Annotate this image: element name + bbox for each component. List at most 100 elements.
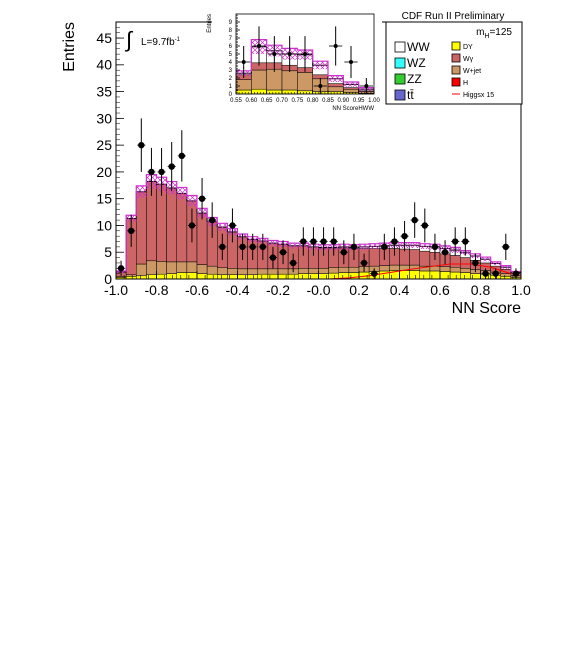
stack-bar-dy [287, 273, 299, 280]
stack-bar-dy [470, 273, 481, 280]
stack-bar-dy [176, 272, 188, 280]
y-tick-label: 9 [229, 20, 233, 26]
data-point [138, 141, 145, 149]
y-tick-label: 7 [229, 36, 233, 42]
stack-bar-dy [439, 271, 451, 280]
uncertainty-band-bin [343, 82, 359, 87]
inset-axis-ticks [235, 13, 375, 95]
uncertainty-band-bin [312, 61, 328, 70]
main-plot: -1.0 -0.8 -0.6 -0.4 -0.2 -0.0 0.2 0.4 0.6 0.8 1.0 … [61, 21, 531, 317]
data-point [300, 238, 307, 245]
data-point [364, 84, 369, 88]
x-tick-label: 1.00 [368, 98, 380, 104]
uncertainty-band-bin [490, 261, 501, 266]
y-tick-label: 2 [229, 76, 233, 82]
data-point [272, 52, 277, 56]
mass-label: mH=125 [476, 27, 512, 40]
stack-bar-w-jet [318, 268, 329, 274]
y-tick-label: 6 [229, 44, 233, 50]
y-axis-title: Entries [61, 22, 78, 72]
data-point [219, 243, 226, 251]
data-point [287, 52, 292, 56]
data-point [249, 243, 256, 251]
legend-label: WZ [407, 56, 426, 70]
data-point [198, 195, 206, 202]
stack-bar-w-jet [338, 266, 350, 273]
x-tick-label: 0.95 [353, 98, 365, 104]
stack-bar-dy [460, 272, 471, 280]
stack-bar-dy [399, 270, 410, 280]
legend-label: ZZ [407, 72, 422, 86]
stack-bar-dy [308, 273, 319, 280]
y-tick-label: 30 [96, 110, 112, 126]
integral-sign: ∫ [124, 27, 134, 52]
data-point [333, 44, 338, 48]
data-point [421, 222, 429, 229]
data-point [241, 60, 246, 64]
stack-bar-dy [409, 270, 420, 280]
stack-bar-dy [297, 90, 313, 95]
inset-stack-bars [235, 46, 375, 95]
stack-bar-wgamma [176, 193, 188, 263]
data-point [330, 238, 337, 245]
stack-bar-wgamma [166, 187, 177, 263]
y-tick-label: 5 [229, 52, 233, 58]
stack-bar-dy [298, 273, 309, 280]
x-tick-label: 0.80 [307, 98, 319, 104]
stack-bar-dy [227, 274, 238, 280]
data-point [148, 168, 155, 176]
stack-bar-w-jet [235, 79, 252, 91]
stack-bar-dy [247, 274, 258, 280]
stack-bar-w-jet [439, 266, 451, 272]
x-tick-label: 1.0 [511, 282, 531, 298]
legend-label: WW [407, 40, 430, 54]
stack-bar-w-jet [186, 261, 198, 273]
main-x-tick-labels: -1.0 -0.8 -0.6 -0.4 -0.2 -0.0 0.2 0.4 0.6 0.8 1.0 [104, 282, 531, 298]
legend-swatch-right-3 [451, 65, 461, 75]
stack-bar-dy [318, 273, 329, 280]
stack-bar-w-jet [308, 268, 319, 274]
uncertainty-band-bin [369, 243, 380, 250]
main-data-points [117, 118, 520, 279]
stack-bar-w-jet [217, 267, 228, 275]
stack-bar-w-jet [227, 268, 238, 275]
y-tick-label: 0 [104, 271, 112, 287]
stack-bar-w-jet [449, 266, 461, 273]
y-tick-label: 1 [229, 84, 233, 90]
data-point [229, 222, 236, 229]
y-tick-label: 35 [96, 84, 112, 100]
legend-left-column: WW WZ ZZ tt̄ [394, 40, 430, 102]
stack-bar-w-jet [166, 261, 177, 274]
stack-bar-w-jet [281, 70, 298, 91]
data-point [370, 270, 378, 277]
lumi-label: ∫ L=9.7fb-1 [124, 27, 181, 52]
stack-bar-dy [166, 273, 177, 280]
stack-bar-wgamma [196, 212, 208, 265]
y-tick-label: 0 [229, 92, 233, 98]
legend-swatch-3 [394, 73, 406, 85]
stack-bar-wgamma [419, 250, 431, 267]
data-point [441, 249, 449, 256]
data-point [310, 238, 317, 245]
data-point [502, 243, 510, 251]
inset-plot: 0.55 0.60 0.65 0.70 0.75 0.80 0.85 0.90 0.95 1.00… [207, 8, 382, 112]
stack-bar-w-jet [343, 88, 359, 93]
data-point [462, 238, 469, 245]
legend-swatch-right-4 [451, 77, 461, 87]
stack-bar-w-jet [196, 264, 208, 274]
y-tick-label: 4 [229, 60, 233, 66]
data-point [320, 238, 327, 245]
stack-bar-wgamma [327, 83, 344, 88]
stack-bar-w-jet [298, 268, 309, 274]
legend-frame [385, 21, 523, 105]
stack-bar-w-jet [257, 268, 269, 275]
legend-swatch-1 [394, 41, 406, 53]
uncertainty-band-bin [500, 265, 511, 269]
data-point [188, 222, 196, 229]
data-point [451, 238, 459, 245]
x-tick-label: 0.60 [245, 98, 257, 104]
inset-x-tick-labels: 0.55 0.60 0.65 0.70 0.75 0.80 0.85 0.90 0.95 1.00 [230, 98, 380, 104]
data-point [259, 243, 267, 251]
legend-label-right: DY [463, 44, 473, 51]
legend: mH=125 WW WZ ZZ tt̄ DY Wγ W+jet H Higgsx 15 [385, 21, 523, 105]
